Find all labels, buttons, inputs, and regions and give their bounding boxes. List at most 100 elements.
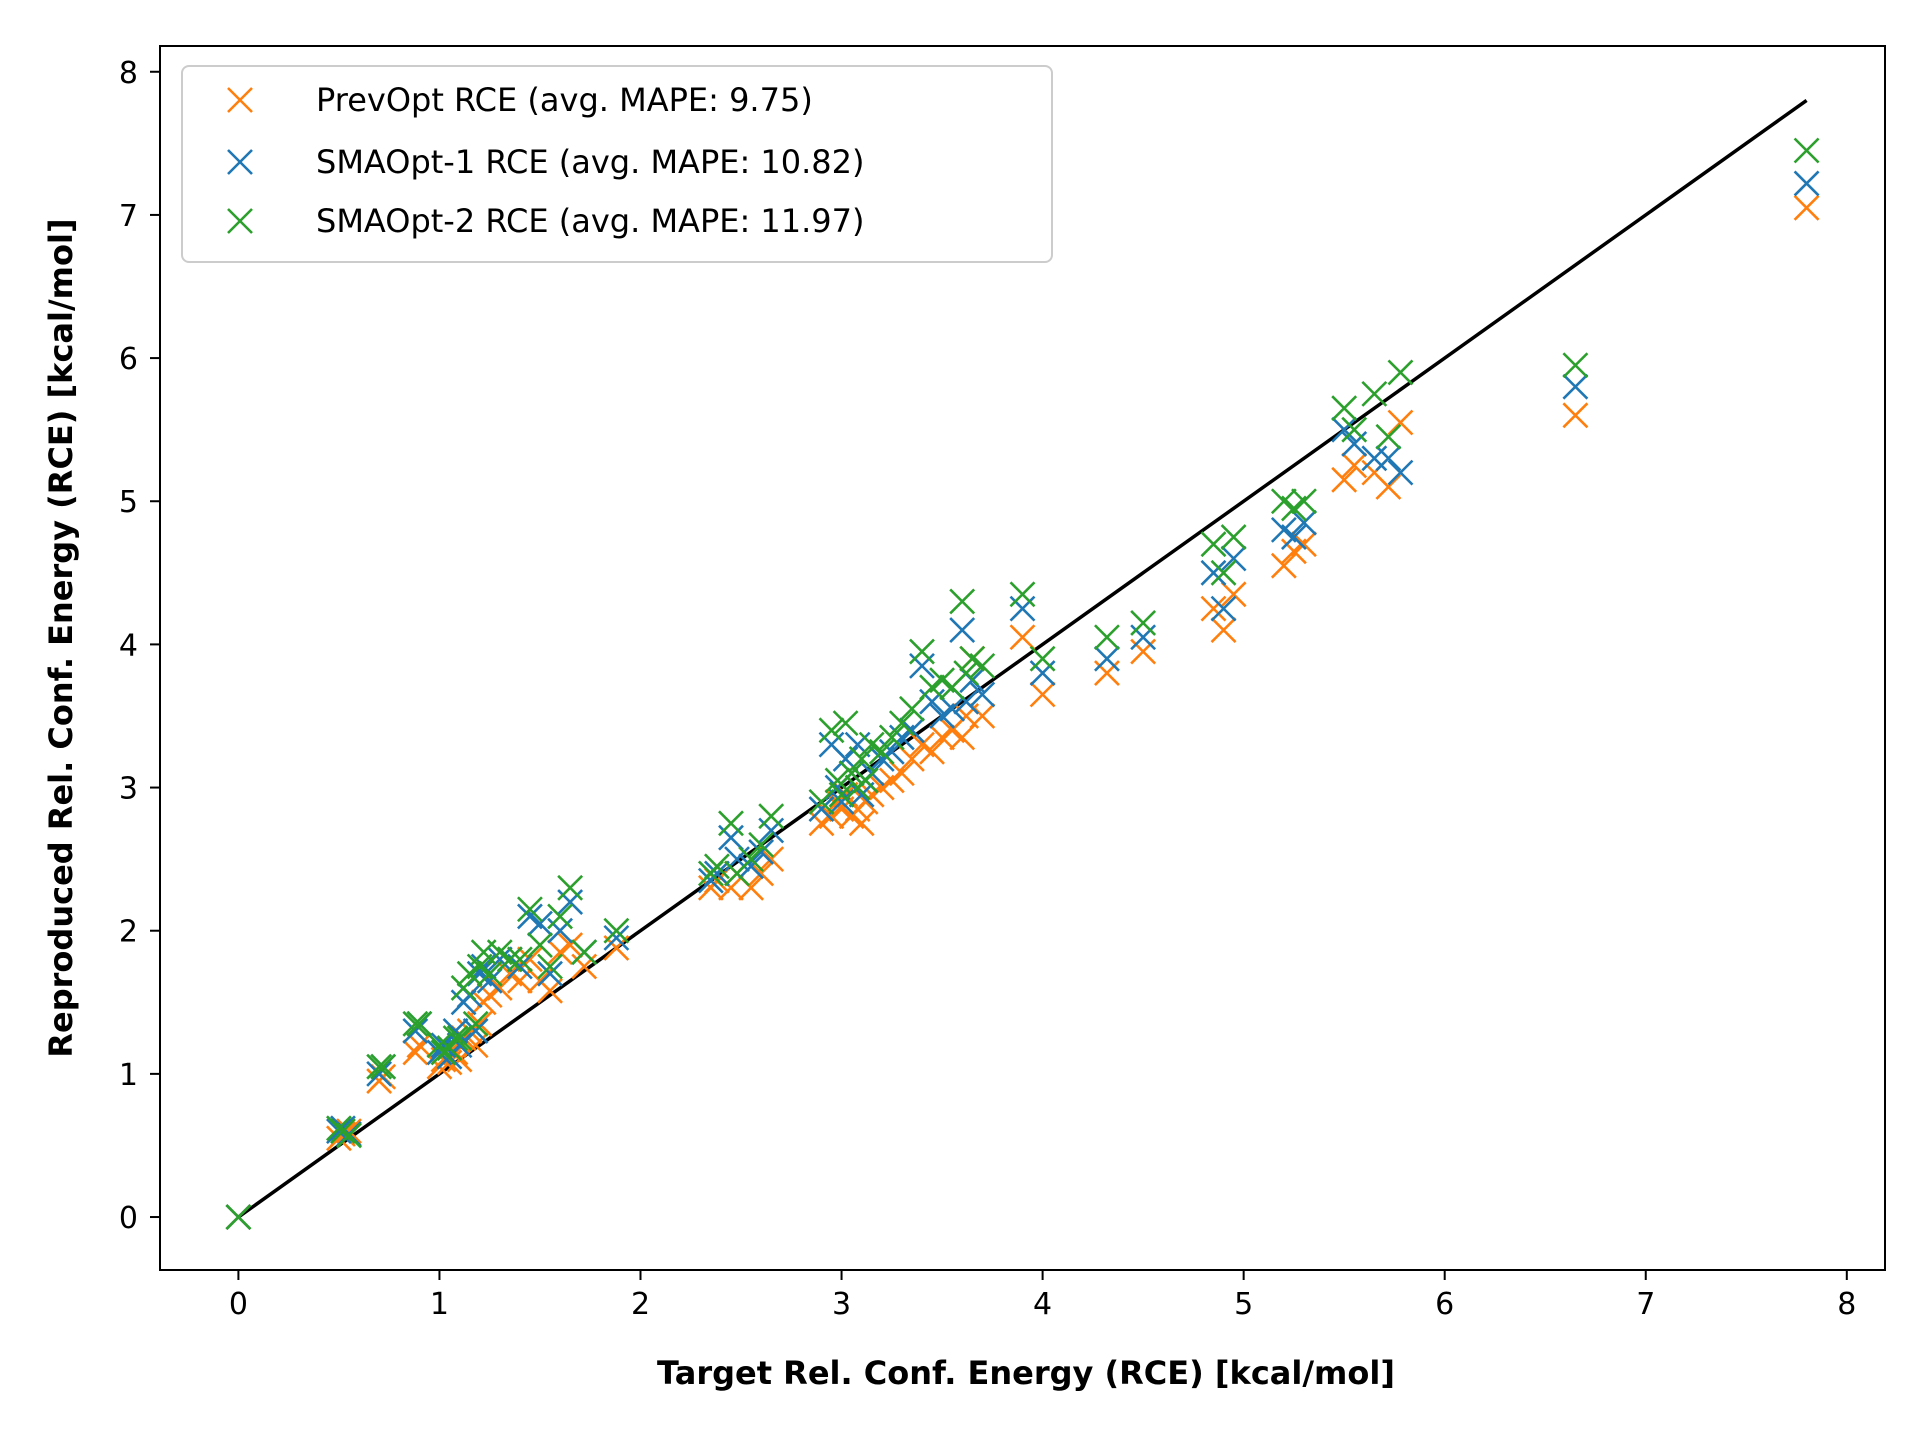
data-point: [949, 724, 976, 751]
data-point: [486, 946, 513, 973]
data-point: [1341, 416, 1368, 443]
data-point: [848, 781, 875, 808]
data-point: [899, 746, 925, 772]
legend: PrevOpt RCE (avg. MAPE: 9.75) SMAOpt-1 R…: [181, 65, 1053, 263]
data-point: [406, 1010, 433, 1037]
data-point: [939, 695, 966, 722]
data-point: [1130, 610, 1157, 636]
data-point: [571, 939, 598, 966]
data-point: [949, 588, 976, 615]
data-point: [1331, 416, 1358, 443]
data-point: [476, 960, 503, 987]
data-point: [506, 946, 533, 973]
reference-line: [237, 98, 1808, 1219]
y-tick-label: 3: [119, 772, 138, 807]
data-point: [899, 695, 925, 722]
data-point: [1220, 581, 1247, 608]
data-point: [366, 1060, 393, 1087]
data-point: [1331, 466, 1358, 493]
data-point: [832, 710, 859, 737]
series-2-markers: [225, 137, 1820, 1230]
data-point: [748, 831, 775, 858]
data-point: [450, 975, 477, 1001]
data-markers: [225, 137, 1820, 1230]
data-point: [1094, 645, 1120, 672]
data-point: [1220, 524, 1247, 550]
data-point: [1387, 409, 1414, 436]
data-point: [852, 767, 879, 794]
data-point: [1291, 488, 1317, 515]
data-point: [758, 803, 785, 830]
data-point: [336, 1122, 362, 1149]
data-point: [537, 953, 563, 980]
data-point: [1280, 524, 1307, 550]
data-point: [1562, 402, 1589, 429]
data-point: [919, 738, 945, 765]
data-point: [868, 738, 895, 765]
y-tick-label: 4: [119, 628, 138, 663]
data-point: [426, 1032, 453, 1059]
data-point: [969, 681, 996, 708]
y-axis-label: Reproduced Rel. Conf. Energy (RCE) [kcal…: [42, 218, 80, 1057]
legend-marker-prevopt: [227, 87, 253, 113]
y-tick-label: 5: [119, 485, 138, 520]
data-point: [808, 788, 835, 815]
data-point: [1094, 624, 1120, 651]
data-point: [969, 652, 996, 679]
data-point: [1375, 445, 1402, 472]
data-point: [557, 932, 584, 958]
legend-entry-prevopt: PrevOpt RCE (avg. MAPE: 9.75): [227, 81, 813, 119]
data-point: [557, 874, 584, 901]
x-tick-label: 7: [1636, 1287, 1655, 1322]
data-point: [1562, 373, 1589, 400]
data-point: [603, 924, 630, 951]
data-point: [1793, 194, 1820, 221]
data-point: [949, 617, 976, 644]
data-point: [848, 810, 875, 837]
data-point: [808, 796, 835, 822]
data-point: [738, 846, 765, 873]
data-point: [406, 1032, 433, 1059]
legend-entry-smaopt-2: SMAOpt-2 RCE (avg. MAPE: 11.97): [227, 202, 865, 240]
x-tick-label: 4: [1033, 1287, 1052, 1322]
data-point: [527, 910, 553, 937]
data-point: [909, 638, 935, 665]
data-point: [462, 1010, 489, 1037]
data-point: [1210, 559, 1237, 586]
data-point: [953, 660, 980, 686]
data-point: [402, 1018, 429, 1044]
x-axis-label: Target Rel. Conf. Energy (RCE) [kcal/mol…: [657, 1354, 1395, 1392]
legend-marker-smaopt-2: [227, 208, 253, 234]
data-point: [402, 1039, 429, 1066]
data-point: [718, 810, 744, 837]
data-point: [603, 917, 630, 944]
data-point: [1793, 137, 1820, 164]
legend-entry-smaopt-1: SMAOpt-1 RCE (avg. MAPE: 10.82): [227, 143, 865, 181]
data-point: [1361, 380, 1388, 407]
x-tick-label: 2: [631, 1287, 650, 1322]
data-point: [1009, 581, 1036, 608]
legend-cross: [227, 87, 253, 113]
y-tick-label: 7: [119, 199, 138, 234]
x-tick-label: 1: [430, 1287, 449, 1322]
data-point: [844, 731, 871, 758]
legend-cross: [227, 208, 253, 234]
legend-frame: [181, 65, 1053, 263]
legend-label-smaopt-2: SMAOpt-2 RCE (avg. MAPE: 11.97): [316, 202, 865, 240]
axes-frame: [159, 45, 1886, 1271]
y-tick-label: 0: [119, 1201, 138, 1236]
legend-label-prevopt: PrevOpt RCE (avg. MAPE: 9.75): [316, 81, 813, 119]
data-point: [1375, 423, 1402, 450]
data-point: [442, 1025, 469, 1052]
data-point: [517, 896, 543, 923]
data-point: [818, 717, 845, 744]
data-point: [703, 853, 730, 880]
data-point: [1387, 459, 1414, 486]
data-point: [462, 1018, 489, 1044]
data-point: [1291, 509, 1317, 536]
y-tick-label: 6: [119, 342, 138, 377]
data-point: [1009, 624, 1036, 651]
data-point: [703, 860, 730, 887]
data-point: [1029, 681, 1056, 708]
data-point: [496, 946, 523, 973]
